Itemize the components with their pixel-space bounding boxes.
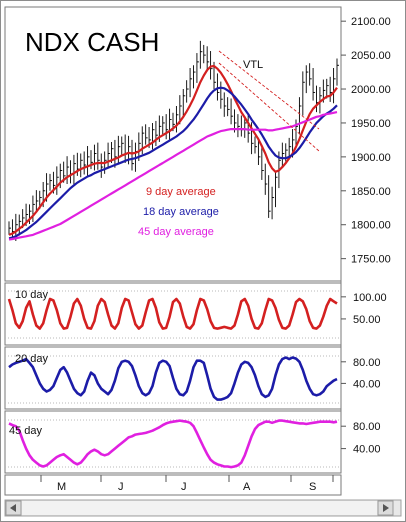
arrow-right-icon — [383, 504, 389, 512]
osc10-tick-label: 50.00 — [353, 314, 381, 326]
month-label-j1: J — [118, 481, 124, 493]
legend-18-day: 18 day average — [143, 206, 219, 218]
month-label-m: M — [57, 481, 66, 493]
price-tick-label: 2100.00 — [351, 16, 391, 28]
price-tick-label: 1750.00 — [351, 254, 391, 266]
horizontal-scrollbar[interactable] — [4, 499, 402, 517]
osc-20-day-line — [8, 356, 338, 401]
legend-9-day: 9 day average — [146, 186, 216, 198]
price-tick-label: 2050.00 — [351, 50, 391, 62]
price-tick-label: 1850.00 — [351, 186, 391, 198]
price-tick-label: 1900.00 — [351, 152, 391, 164]
price-tick-label: 2000.00 — [351, 84, 391, 96]
price-tick-label: 1800.00 — [351, 220, 391, 232]
ma-9-day-line — [8, 64, 338, 236]
vtl-line-upper — [218, 50, 320, 130]
month-label-j2: J — [181, 481, 187, 493]
scroll-left-button[interactable] — [5, 500, 22, 516]
vtl-line-lower — [218, 62, 320, 152]
ma-45-day-line — [8, 111, 338, 241]
x-axis-strip — [4, 474, 342, 496]
price-panel — [4, 6, 342, 282]
month-label-s: S — [309, 481, 316, 493]
osc-10-day-line — [7, 297, 338, 330]
legend-45-day: 45 day average — [138, 226, 214, 238]
osc45-tick-label: 40.00 — [353, 444, 381, 456]
osc45-label: 45 day — [9, 425, 43, 437]
osc10-tick-label: 100.00 — [353, 292, 387, 304]
osc10-panel — [4, 282, 342, 346]
scroll-track[interactable] — [22, 501, 377, 515]
osc45-tick-label: 80.00 — [353, 421, 381, 433]
ma-18-day-line — [8, 86, 338, 240]
chart-title: NDX CASH — [25, 27, 159, 57]
osc-45-day-line — [8, 419, 338, 469]
month-label-a: A — [243, 481, 251, 493]
vtl-annotation: VTL — [243, 59, 263, 71]
osc20-tick-label: 80.00 — [353, 357, 381, 369]
osc20-label: 20 day — [15, 353, 49, 365]
arrow-left-icon — [10, 504, 16, 512]
price-tick-label: 1950.00 — [351, 118, 391, 130]
scroll-right-button[interactable] — [377, 500, 394, 516]
osc20-tick-label: 40.00 — [353, 378, 381, 390]
osc10-label: 10 day — [15, 289, 49, 301]
